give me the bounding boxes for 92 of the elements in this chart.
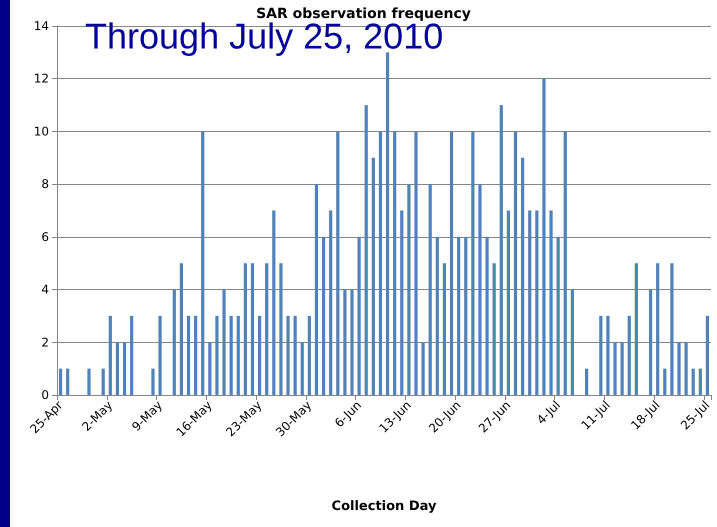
bar [279,263,283,395]
y-tick-label: 4 [41,282,49,297]
bar [570,290,574,395]
bar [180,263,183,395]
bar [386,52,390,395]
bar [300,342,304,395]
bar [692,368,695,395]
bar [378,131,382,395]
bar [194,316,198,395]
bar [634,263,638,395]
bar [265,263,268,395]
bar [528,210,532,395]
bar [201,131,204,395]
bar [500,105,503,395]
bar [535,210,538,395]
bar [372,158,375,395]
bar [286,316,290,395]
bar [464,236,468,395]
bar [108,316,112,395]
bar [492,263,496,395]
bar [656,263,660,395]
bar [244,263,247,395]
bar [422,342,425,395]
bar [478,184,482,395]
bar [514,131,518,395]
bar [407,184,410,395]
bar [585,368,588,395]
bar [151,368,155,395]
bar [599,316,602,395]
bar [336,131,340,395]
bar [116,342,120,395]
bar [393,131,396,395]
bar [358,236,361,395]
y-tick-label: 14 [34,19,49,33]
bar [272,210,276,395]
bar [450,131,454,395]
bar [102,368,105,395]
bar [172,290,176,395]
bar [457,236,460,395]
bar [521,158,524,395]
bar [542,78,546,395]
bar [442,263,446,395]
bar [350,290,354,395]
bar [564,131,567,395]
bar [58,368,62,395]
bar [628,316,631,395]
bar [471,131,474,395]
bar [620,342,624,395]
bar [294,316,297,395]
bar [236,316,240,395]
bar [364,105,368,395]
bar [208,342,212,395]
bar [414,131,418,395]
bar [485,236,489,395]
bar [613,342,617,395]
bar [343,290,346,395]
x-axis-title: Collection Day [332,499,437,514]
bar [670,263,674,395]
bar [706,316,710,395]
bar [428,184,432,395]
bar [677,342,681,395]
y-tick-label: 12 [34,72,49,86]
bar [215,316,219,395]
y-tick-label: 8 [41,177,49,192]
bar [66,368,70,395]
bar [222,290,226,395]
bar [329,210,332,395]
bar [506,210,510,395]
bar [648,290,652,395]
bar [556,236,560,395]
y-tick-label: 2 [41,335,49,350]
bar [130,316,134,395]
bar [308,316,311,395]
bar [158,316,162,395]
bar [400,210,404,395]
bar [258,316,262,395]
bar [230,316,233,395]
bar [663,368,666,395]
bar [122,342,126,395]
y-tick-label: 10 [34,124,49,138]
bar [549,210,553,395]
y-tick-label: 0 [41,388,49,402]
bar [250,263,254,395]
bar [322,236,326,395]
bar [698,368,702,395]
bar [87,368,91,395]
bar [684,342,688,395]
bar [606,316,610,395]
bar [314,184,318,395]
bar [436,236,439,395]
y-tick-label: 6 [41,230,49,244]
bar [186,316,190,395]
